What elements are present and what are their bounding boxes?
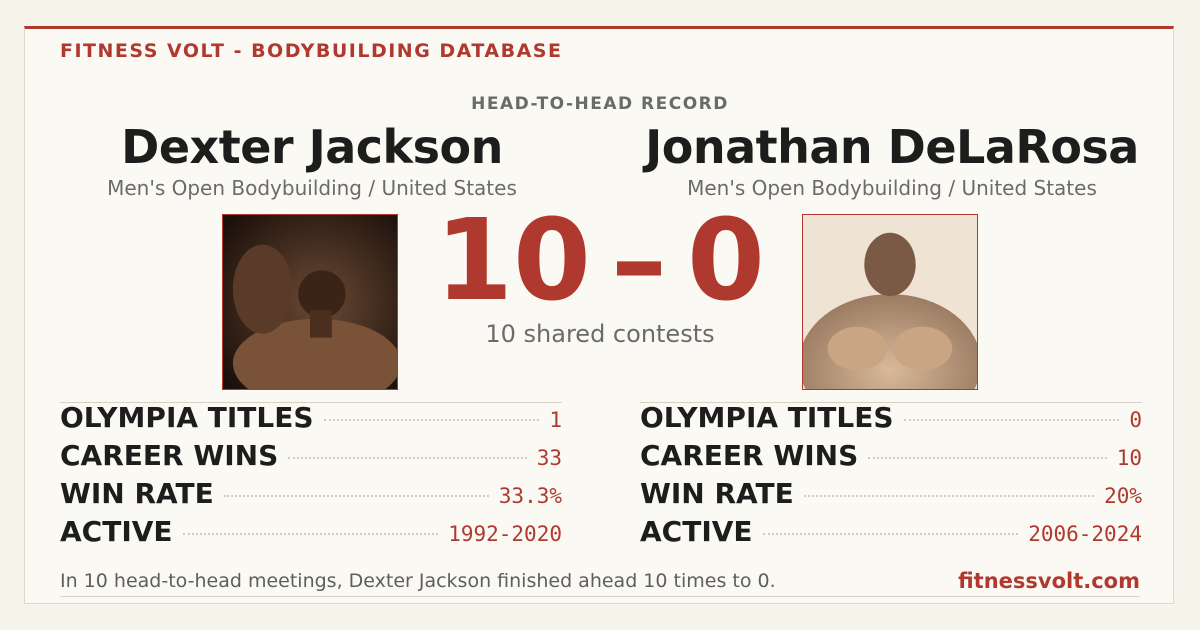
leader-dots xyxy=(182,533,439,535)
player-division: Men's Open Bodybuilding / United States xyxy=(687,176,1097,200)
stat-value: 33.3% xyxy=(498,484,562,508)
brand: FITNESS VOLT - BODYBUILDING DATABASE xyxy=(60,40,563,62)
player-photo xyxy=(802,214,978,390)
leader-dots xyxy=(868,457,1107,459)
score-caption: 10 shared contests xyxy=(485,320,715,348)
stat-row: CAREER WINS 10 xyxy=(640,441,1142,479)
leader-dots xyxy=(223,495,489,497)
stat-label: ACTIVE xyxy=(60,515,173,548)
stat-label: ACTIVE xyxy=(640,515,753,548)
stats-table: OLYMPIA TITLES 1 CAREER WINS 33 WIN RATE 33.3… xyxy=(60,402,562,555)
score-separator: – xyxy=(610,196,667,326)
player-name: Jonathan DeLaRosa xyxy=(645,120,1139,174)
score-left: 10 xyxy=(435,196,591,326)
stat-value: 2006-2024 xyxy=(1028,522,1142,546)
stat-label: OLYMPIA TITLES xyxy=(640,401,894,434)
stat-value: 1 xyxy=(549,408,562,432)
leader-dots xyxy=(762,533,1019,535)
player-photo xyxy=(222,214,398,390)
stat-row: OLYMPIA TITLES 0 xyxy=(640,403,1142,441)
stat-value: 1992-2020 xyxy=(448,522,562,546)
stat-row: ACTIVE 1992-2020 xyxy=(60,517,562,555)
stat-label: OLYMPIA TITLES xyxy=(60,401,314,434)
subtitle: HEAD-TO-HEAD RECORD xyxy=(471,94,729,114)
stat-label: CAREER WINS xyxy=(640,439,859,472)
leader-dots xyxy=(903,419,1120,421)
stat-value: 20% xyxy=(1104,484,1142,508)
site-link[interactable]: fitnessvolt.com xyxy=(958,569,1140,593)
leader-dots xyxy=(803,495,1095,497)
player-division: Men's Open Bodybuilding / United States xyxy=(107,176,517,200)
stat-row: OLYMPIA TITLES 1 xyxy=(60,403,562,441)
stat-value: 33 xyxy=(536,446,562,470)
stat-row: WIN RATE 33.3% xyxy=(60,479,562,517)
stat-label: CAREER WINS xyxy=(60,439,279,472)
stats-table: OLYMPIA TITLES 0 CAREER WINS 10 WIN RATE 20% A… xyxy=(640,402,1142,555)
score: 10–0 xyxy=(400,196,800,326)
stat-value: 0 xyxy=(1129,408,1142,432)
leader-dots xyxy=(323,419,540,421)
card-frame xyxy=(24,26,1174,604)
score-right: 0 xyxy=(686,196,765,326)
stat-value: 10 xyxy=(1116,446,1142,470)
leader-dots xyxy=(288,457,527,459)
player-name: Dexter Jackson xyxy=(121,120,503,174)
summary: In 10 head-to-head meetings, Dexter Jack… xyxy=(60,570,776,592)
footer: In 10 head-to-head meetings, Dexter Jack… xyxy=(60,566,1140,597)
stat-label: WIN RATE xyxy=(60,477,214,510)
stat-row: WIN RATE 20% xyxy=(640,479,1142,517)
stat-row: ACTIVE 2006-2024 xyxy=(640,517,1142,555)
stat-label: WIN RATE xyxy=(640,477,794,510)
stat-row: CAREER WINS 33 xyxy=(60,441,562,479)
